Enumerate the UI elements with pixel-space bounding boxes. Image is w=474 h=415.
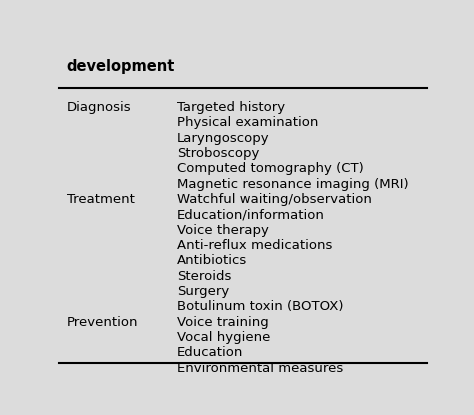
Text: Computed tomography (CT): Computed tomography (CT) [177,162,364,175]
Text: Botulinum toxin (BOTOX): Botulinum toxin (BOTOX) [177,300,343,313]
Text: Vocal hygiene: Vocal hygiene [177,331,270,344]
Text: Treatment: Treatment [66,193,135,206]
Text: Laryngoscopy: Laryngoscopy [177,132,269,144]
Text: Steroids: Steroids [177,270,231,283]
Text: Education: Education [177,347,243,359]
Text: Diagnosis: Diagnosis [66,101,131,114]
Text: Targeted history: Targeted history [177,101,285,114]
Text: Prevention: Prevention [66,316,138,329]
Text: Voice therapy: Voice therapy [177,224,269,237]
Text: Stroboscopy: Stroboscopy [177,147,259,160]
Text: Environmental measures: Environmental measures [177,362,343,375]
Text: Surgery: Surgery [177,285,229,298]
Text: Physical examination: Physical examination [177,116,318,129]
Text: Education/information: Education/information [177,208,325,221]
Text: Voice training: Voice training [177,316,269,329]
Text: Magnetic resonance imaging (MRI): Magnetic resonance imaging (MRI) [177,178,409,190]
Text: Watchful waiting/observation: Watchful waiting/observation [177,193,372,206]
Text: development: development [66,59,175,74]
Text: Antibiotics: Antibiotics [177,254,247,267]
Text: Anti-reflux medications: Anti-reflux medications [177,239,332,252]
